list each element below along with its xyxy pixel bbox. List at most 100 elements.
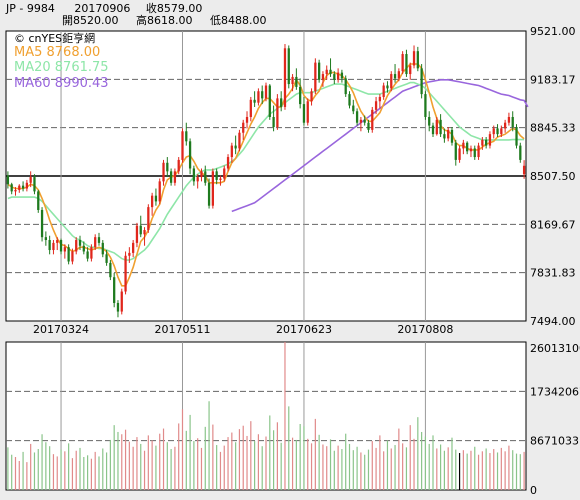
- candle-body: [48, 240, 51, 251]
- candle-body: [166, 162, 169, 172]
- candle-body: [462, 142, 465, 149]
- candle-body: [147, 207, 150, 231]
- candle-body: [113, 277, 116, 303]
- candle-body: [454, 142, 457, 160]
- candle-body: [90, 247, 93, 259]
- candle-body: [211, 171, 214, 206]
- close-price: 收8579.00: [145, 2, 203, 15]
- candle-body: [40, 209, 44, 238]
- date-tick-label: 20170511: [154, 323, 210, 336]
- ma20-line: [7, 81, 525, 261]
- candle-body: [78, 240, 82, 246]
- candle-body: [378, 96, 382, 102]
- candle-body: [420, 68, 423, 95]
- candle-body: [143, 230, 146, 235]
- candle-body: [276, 98, 279, 127]
- candle-body: [390, 74, 393, 89]
- candle-body: [44, 237, 47, 241]
- candle-body: [253, 99, 256, 103]
- candle-body: [447, 129, 450, 139]
- candle-body: [314, 62, 317, 92]
- price-tick-label: 8845.33: [530, 122, 576, 135]
- candle-body: [355, 111, 359, 123]
- candle-body: [507, 116, 511, 123]
- price-tick-label: 8507.50: [530, 170, 576, 183]
- candle-body: [249, 99, 252, 117]
- candle-body: [363, 119, 366, 123]
- candle-body: [21, 185, 25, 189]
- candle-body: [67, 247, 70, 262]
- candle-body: [200, 171, 203, 178]
- candle-body: [416, 51, 419, 69]
- candle-body: [488, 134, 492, 146]
- candle-body: [371, 109, 374, 130]
- candle-body: [185, 131, 188, 142]
- candle-body: [409, 65, 412, 75]
- date-tick-label: 20170808: [397, 323, 453, 336]
- price-tick-label: 9183.17: [530, 73, 576, 86]
- candle-body: [321, 74, 325, 80]
- candle-body: [318, 62, 321, 80]
- candle-body: [450, 129, 454, 143]
- candle-body: [405, 54, 408, 75]
- open-price: 開8520.00: [62, 14, 119, 27]
- candle-body: [52, 242, 55, 251]
- candle-body: [120, 291, 123, 312]
- candle-body: [435, 119, 438, 135]
- candle-body: [431, 125, 435, 135]
- volume-tick-label: 0: [530, 484, 537, 497]
- candle-body: [173, 171, 177, 183]
- candle-body: [352, 105, 355, 112]
- candle-body: [443, 134, 446, 139]
- candle-body: [485, 139, 488, 146]
- candle-body: [33, 177, 36, 192]
- candle-body: [299, 86, 302, 105]
- candle-body: [177, 159, 180, 172]
- candle-body: [424, 94, 427, 117]
- candle-body: [515, 126, 518, 146]
- candle-body: [18, 185, 21, 190]
- volume-tick-label: 17342067: [530, 385, 580, 398]
- candle-body: [230, 145, 233, 158]
- candle-body: [128, 252, 131, 256]
- candle-body: [94, 237, 97, 248]
- candle-body: [10, 184, 13, 192]
- candle-body: [158, 181, 161, 202]
- candle-body: [348, 94, 351, 106]
- candle-body: [101, 242, 104, 255]
- candle-body: [181, 131, 184, 160]
- candle-body: [124, 255, 127, 292]
- candle-body: [469, 148, 473, 152]
- candle-body: [63, 247, 66, 252]
- ticker-symbol: JP - 9984: [6, 2, 55, 15]
- candle-body: [397, 71, 400, 79]
- date-tick-label: 20170324: [33, 323, 89, 336]
- candle-body: [139, 225, 142, 235]
- candle-body: [500, 128, 503, 135]
- candle-body: [150, 195, 154, 208]
- legend-source: © cnYES鉅亨網: [14, 31, 95, 45]
- candle-body: [401, 54, 404, 72]
- candle-body: [162, 162, 165, 182]
- candle-body: [439, 119, 442, 135]
- candle-body: [466, 142, 469, 152]
- candle-body: [219, 178, 222, 180]
- volume-tick-label: 8671033: [530, 435, 579, 448]
- candle-body: [522, 165, 526, 175]
- candle-body: [496, 128, 499, 135]
- candle-body: [59, 240, 63, 252]
- candle-body: [56, 240, 59, 243]
- candle-body: [386, 85, 389, 89]
- candle-body: [192, 168, 196, 182]
- candle-body: [116, 302, 120, 312]
- candle-body: [86, 251, 89, 259]
- candle-body: [291, 76, 294, 85]
- legend-ma5: MA5 8768.00: [14, 45, 100, 60]
- candle-body: [325, 69, 328, 75]
- candle-body: [333, 74, 336, 80]
- legend-ma20: MA20 8761.75: [14, 60, 109, 75]
- candle-body: [458, 148, 461, 160]
- price-tick-label: 8169.67: [530, 218, 576, 231]
- candle-body: [503, 122, 507, 129]
- candle-body: [283, 48, 287, 107]
